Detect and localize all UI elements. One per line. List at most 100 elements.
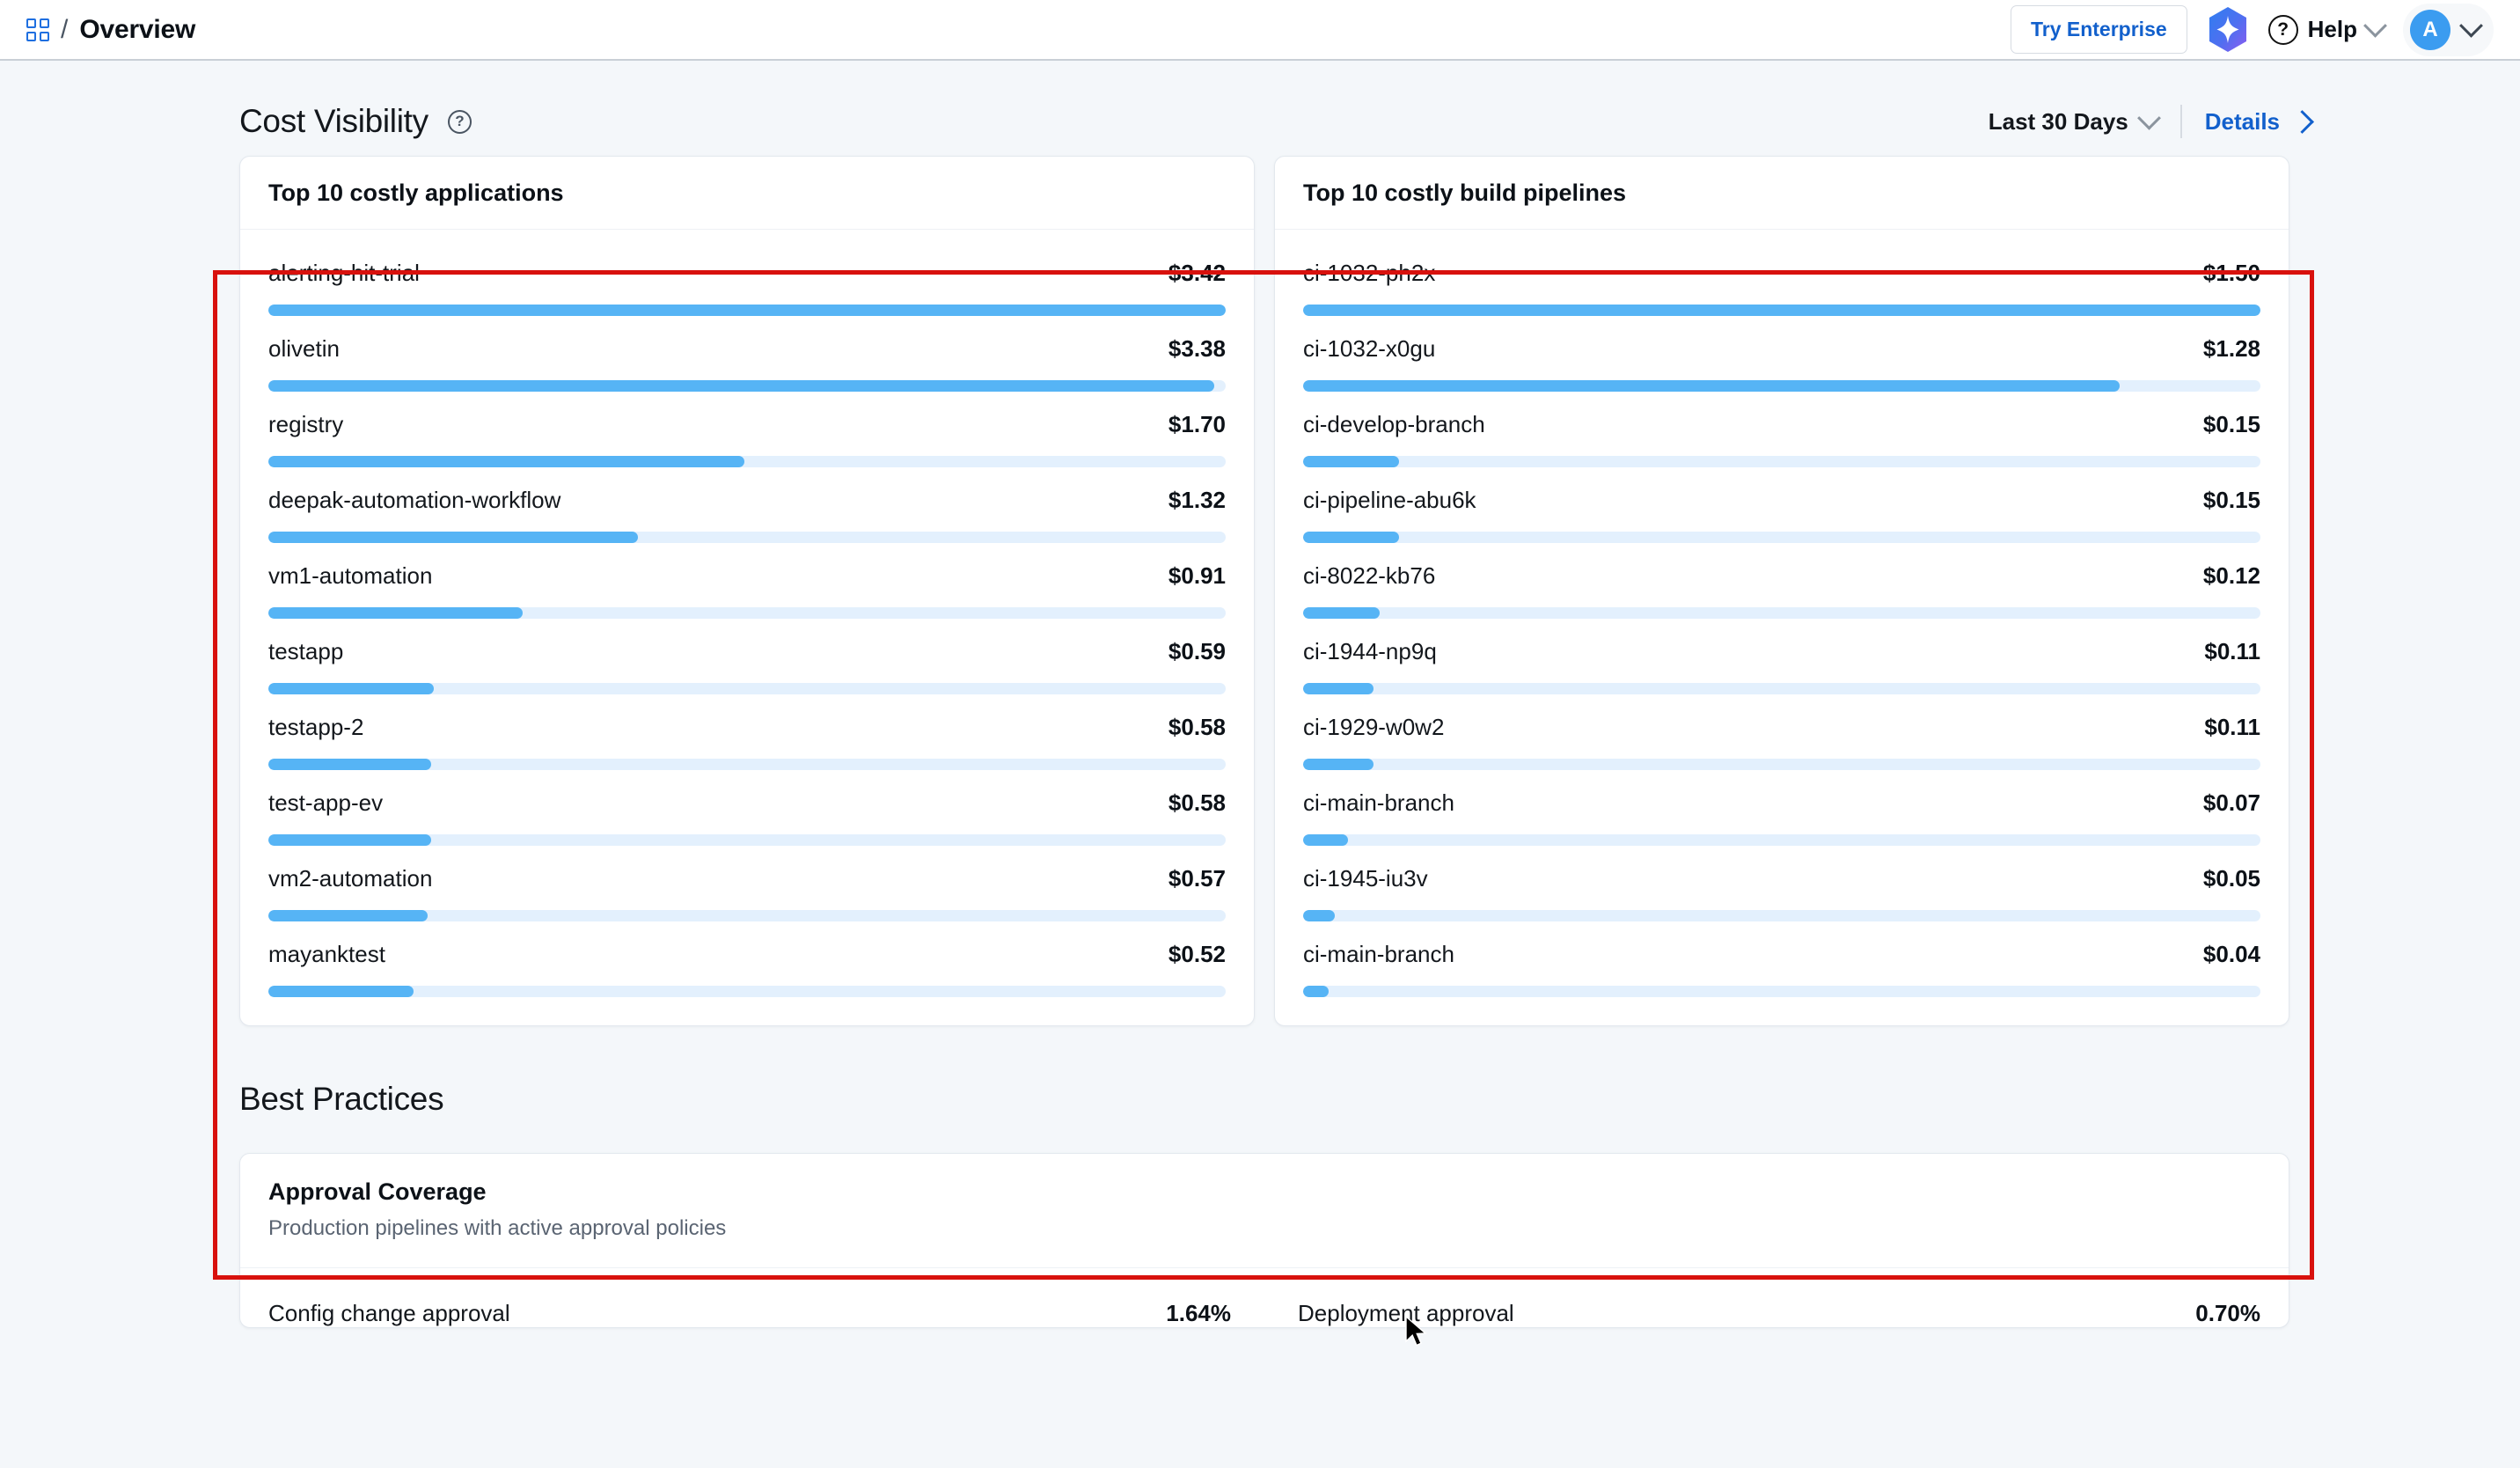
cost-row-header: ci-main-branch $0.04 <box>1303 941 2260 968</box>
cost-bar-fill <box>1303 759 1374 770</box>
cost-row[interactable]: vm1-automation $0.91 <box>268 548 1226 624</box>
cost-bar-fill <box>1303 380 2121 392</box>
cost-row-label: mayanktest <box>268 941 385 967</box>
cost-bar-fill <box>268 607 524 619</box>
cost-row-header: ci-1929-w0w2 $0.11 <box>1303 714 2260 741</box>
cost-row-label: ci-develop-branch <box>1303 411 1485 437</box>
cost-row[interactable]: registry $1.70 <box>268 397 1226 473</box>
cost-row[interactable]: ci-1929-w0w2 $0.11 <box>1303 700 2260 775</box>
cost-bar-track <box>1303 456 2260 467</box>
cost-bar-fill <box>268 305 1226 316</box>
cost-row-label: ci-1945-iu3v <box>1303 865 1428 892</box>
cost-bar-track <box>1303 834 2260 846</box>
cost-row-value: $0.59 <box>1168 638 1226 664</box>
cost-row-value: $0.11 <box>2204 714 2260 740</box>
help-menu[interactable]: ? Help <box>2267 13 2387 45</box>
cost-row[interactable]: vm2-automation $0.57 <box>268 851 1226 927</box>
date-range-dropdown[interactable]: Last 30 Days <box>1988 106 2161 136</box>
cost-row-label: ci-1032-x0gu <box>1303 335 1436 362</box>
cost-row[interactable]: olivetin $3.38 <box>268 321 1226 397</box>
card-title: Top 10 costly applications <box>240 157 1254 230</box>
cost-row-value: $0.12 <box>2202 562 2260 589</box>
cost-row[interactable]: testapp $0.59 <box>268 624 1226 700</box>
cost-row-label: deepak-automation-workflow <box>268 487 561 513</box>
chevron-down-icon <box>2459 13 2483 38</box>
cost-row[interactable]: mayanktest $0.52 <box>268 927 1226 1002</box>
cost-row[interactable]: test-app-ev $0.58 <box>268 775 1226 851</box>
cost-row[interactable]: ci-develop-branch $0.15 <box>1303 397 2260 473</box>
cost-row-header: mayanktest $0.52 <box>268 941 1226 968</box>
cost-bar-fill <box>268 910 429 921</box>
cost-row-header: ci-1945-iu3v $0.05 <box>1303 865 2260 892</box>
cost-cards-row: Top 10 costly applications alerting-hit-… <box>239 156 2289 1026</box>
cost-row[interactable]: ci-8022-kb76 $0.12 <box>1303 548 2260 624</box>
pipelines-list: ci-1032-ph2x $1.50 ci-1032-x0gu $1.28 ci-dev… <box>1275 230 2289 1025</box>
cost-row[interactable]: ci-1944-np9q $0.11 <box>1303 624 2260 700</box>
ai-sparkle-icon[interactable] <box>2207 6 2249 54</box>
cost-bar-track <box>1303 380 2260 392</box>
try-enterprise-button[interactable]: Try Enterprise <box>2010 5 2187 54</box>
top-navigation-bar: / Overview Try Enterprise ? Help <box>0 0 2520 61</box>
cost-row-label: ci-1032-ph2x <box>1303 260 1436 286</box>
cost-bar-track <box>1303 759 2260 770</box>
cost-row-value: $0.11 <box>2204 638 2260 664</box>
cost-bar-fill <box>268 683 434 694</box>
cost-row-header: testapp $0.59 <box>268 638 1226 665</box>
cost-bar-fill <box>1303 986 1329 997</box>
cost-bar-track <box>268 834 1226 846</box>
cost-bar-track <box>1303 910 2260 921</box>
cost-row[interactable]: ci-main-branch $0.07 <box>1303 775 2260 851</box>
profile-menu[interactable]: A <box>2403 3 2494 56</box>
approval-coverage-metrics: Config change approval 1.64% Deployment … <box>240 1268 2289 1327</box>
metric-value: 0.70% <box>2195 1300 2260 1326</box>
cost-row-value: $0.15 <box>2202 411 2260 437</box>
approval-coverage-card: Approval Coverage Production pipelines w… <box>239 1153 2289 1328</box>
breadcrumb-separator: / <box>61 14 69 44</box>
top-costly-applications-card: Top 10 costly applications alerting-hit-… <box>239 156 1255 1026</box>
cost-row[interactable]: ci-1945-iu3v $0.05 <box>1303 851 2260 927</box>
avatar: A <box>2410 9 2450 50</box>
cost-row-label: ci-1929-w0w2 <box>1303 714 1445 740</box>
cost-row-value: $1.50 <box>2202 260 2260 286</box>
question-circle-icon[interactable]: ? <box>447 109 472 134</box>
top-bar-actions: Try Enterprise ? Help A <box>2010 3 2494 56</box>
page-title: Overview <box>79 14 196 44</box>
cost-row-label: vm1-automation <box>268 562 433 589</box>
approval-coverage-subtitle: Production pipelines with active approva… <box>268 1216 727 1240</box>
cost-row-header: ci-1944-np9q $0.11 <box>1303 638 2260 665</box>
cost-row-value: $1.28 <box>2202 335 2260 362</box>
cost-row-value: $3.42 <box>1168 260 1226 286</box>
cost-row-value: $0.58 <box>1168 714 1226 740</box>
cost-row-header: registry $1.70 <box>268 411 1226 438</box>
cost-bar-track <box>268 910 1226 921</box>
cost-bar-track <box>268 683 1226 694</box>
cost-row[interactable]: ci-main-branch $0.04 <box>1303 927 2260 1002</box>
cost-row[interactable]: ci-1032-x0gu $1.28 <box>1303 321 2260 397</box>
cost-row-label: ci-8022-kb76 <box>1303 562 1436 589</box>
applications-list: alerting-hit-trial $3.42 olivetin $3.38 regi… <box>240 230 1254 1025</box>
best-practices-title: Best Practices <box>239 1081 444 1117</box>
cost-row[interactable]: ci-pipeline-abu6k $0.15 <box>1303 473 2260 548</box>
cost-row[interactable]: deepak-automation-workflow $1.32 <box>268 473 1226 548</box>
cost-visibility-title-group: Cost Visibility ? <box>239 103 472 140</box>
cost-bar-fill <box>268 380 1215 392</box>
cost-bar-track <box>268 986 1226 997</box>
apps-grid-icon[interactable] <box>26 18 49 41</box>
cost-row[interactable]: testapp-2 $0.58 <box>268 700 1226 775</box>
cost-bar-fill <box>268 986 414 997</box>
cost-row-value: $0.04 <box>2202 941 2260 967</box>
date-range-label: Last 30 Days <box>1988 107 2128 135</box>
section-title: Cost Visibility <box>239 103 429 139</box>
cost-bar-fill <box>1303 683 1374 694</box>
metric-value: 1.64% <box>1166 1300 1231 1326</box>
details-link[interactable]: Details <box>2204 107 2314 136</box>
chevron-down-icon <box>2136 106 2161 130</box>
cost-bar-fill <box>268 456 744 467</box>
metric-label: Config change approval <box>268 1300 510 1326</box>
details-label: Details <box>2204 107 2280 135</box>
cost-row-label: alerting-hit-trial <box>268 260 420 286</box>
cost-bar-track <box>268 607 1226 619</box>
divider <box>2179 105 2182 138</box>
cost-row[interactable]: ci-1032-ph2x $1.50 <box>1303 246 2260 321</box>
cost-row[interactable]: alerting-hit-trial $3.42 <box>268 246 1226 321</box>
